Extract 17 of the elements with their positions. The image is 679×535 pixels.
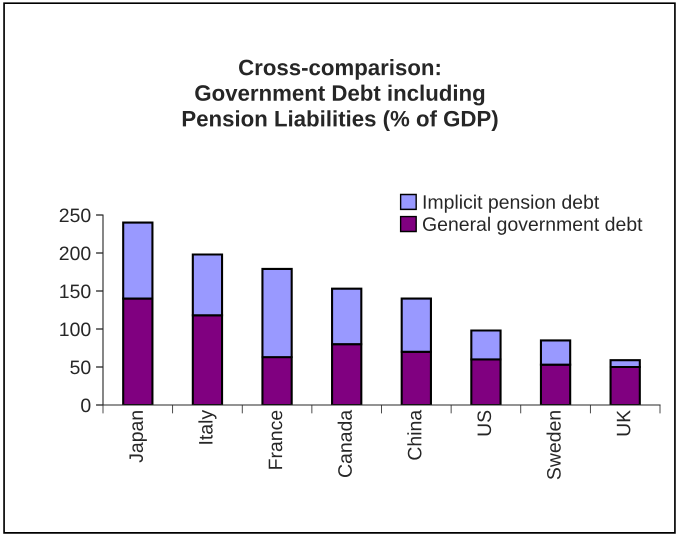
legend-label: General government debt bbox=[422, 216, 642, 235]
x-tick-label: France bbox=[268, 410, 282, 469]
x-tick-label: Canada bbox=[338, 410, 352, 477]
y-tick-label: 200 bbox=[60, 246, 90, 260]
x-tick-label: Italy bbox=[198, 410, 216, 444]
y-tick-label: 250 bbox=[60, 208, 90, 222]
x-tick-label: US bbox=[477, 410, 492, 436]
x-tick-label: China bbox=[407, 410, 422, 460]
y-tick-label: 150 bbox=[60, 284, 90, 298]
y-tick-label: 50 bbox=[70, 360, 90, 374]
y-tick-label: 0 bbox=[81, 398, 90, 412]
legend-label: Implicit pension debt bbox=[424, 194, 600, 213]
x-tick-label: UK bbox=[616, 410, 630, 436]
chart-title: Cross-comparison: Government Debt including Pension Liabilities (% of GDP) bbox=[182, 59, 498, 131]
x-tick-label: Sweden bbox=[546, 411, 561, 480]
y-tick-label: 100 bbox=[60, 322, 90, 336]
x-tick-label: Japan bbox=[129, 411, 147, 463]
